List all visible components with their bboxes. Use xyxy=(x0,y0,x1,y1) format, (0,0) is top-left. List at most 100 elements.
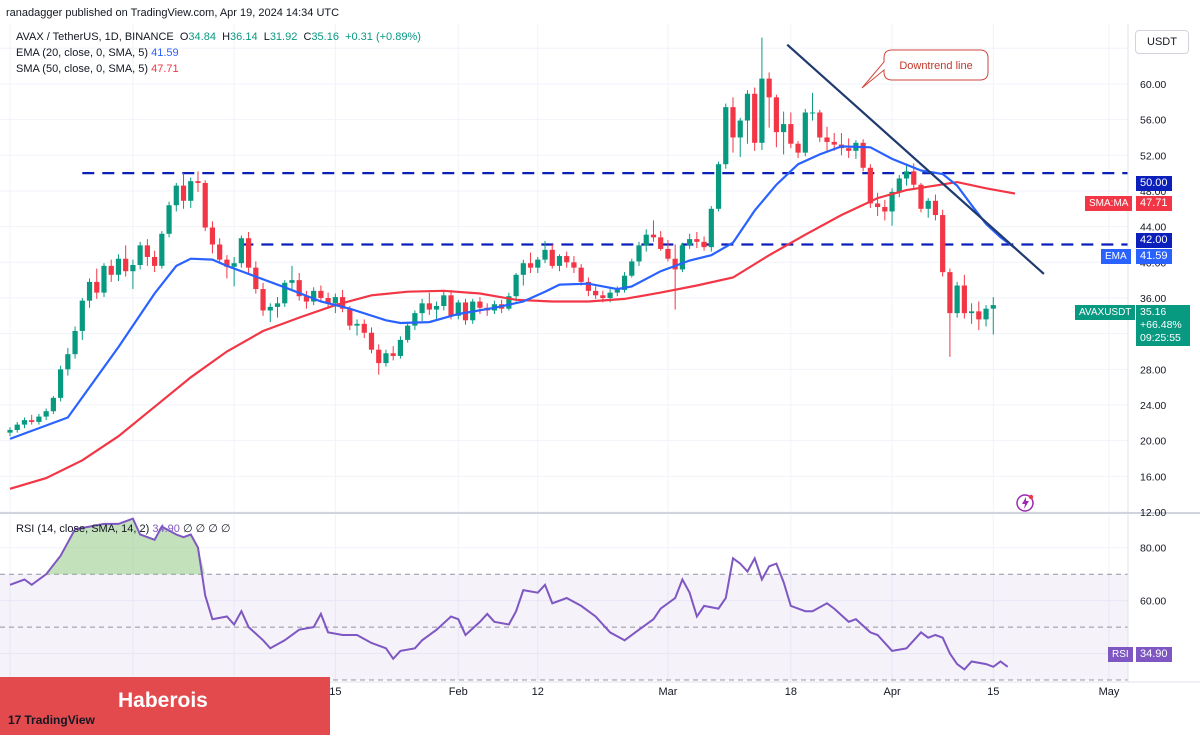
candle-body xyxy=(556,256,563,266)
candle-body xyxy=(209,227,216,245)
last-change: +66.48% xyxy=(1140,319,1182,331)
candle-body xyxy=(65,354,71,370)
rsi-band xyxy=(0,574,1128,680)
candle-body xyxy=(882,207,888,212)
downtrend-line[interactable] xyxy=(786,43,1045,275)
candle-body xyxy=(332,297,338,304)
rsi-legend[interactable]: RSI (14, close, SMA, 14, 2) 34.90 ∅ ∅ ∅ … xyxy=(16,522,230,535)
ema-legend-label: EMA (20, close, 0, SMA, 5) xyxy=(16,47,149,59)
candle-body xyxy=(245,238,252,268)
candle-body xyxy=(535,259,541,268)
candle-body xyxy=(889,191,895,212)
candle-body xyxy=(578,267,584,282)
time-tick-label: Feb xyxy=(449,686,468,698)
candle-body xyxy=(260,289,266,311)
candle-body xyxy=(549,249,555,266)
price-tick-label: 24.00 xyxy=(1140,400,1166,412)
candle-body xyxy=(79,300,85,331)
candle-body xyxy=(43,411,49,417)
time-tick-label: 15 xyxy=(329,686,341,698)
ema-tag: EMA xyxy=(1101,249,1131,264)
level-50-label: 50.00 xyxy=(1136,176,1172,191)
candle-body xyxy=(665,248,671,259)
price-tick-label: 12.00 xyxy=(1140,507,1166,519)
candle-body xyxy=(448,295,454,316)
candle-body xyxy=(585,281,591,291)
candle-body xyxy=(759,78,765,143)
rsi-value-label: 34.90 xyxy=(1136,647,1172,662)
candle-body xyxy=(846,148,852,151)
candle-body xyxy=(289,280,295,283)
candle-body xyxy=(455,302,461,316)
candle-body xyxy=(831,141,837,145)
time-tick-label: 18 xyxy=(785,686,797,698)
watermark-banner: Haberois xyxy=(0,677,330,735)
candle-body xyxy=(195,181,201,183)
candle-body xyxy=(629,261,635,276)
candle-body xyxy=(701,241,707,248)
candle-body xyxy=(188,181,194,201)
time-tick-label: May xyxy=(1099,686,1120,698)
candle-body xyxy=(426,303,432,310)
candle-body xyxy=(773,97,779,133)
candle-body xyxy=(202,182,208,228)
price-axis[interactable]: 12.0016.0020.0024.0028.0032.0036.0040.00… xyxy=(1140,43,1166,519)
ema-20-line xyxy=(9,145,1016,440)
price-change: +0.31 (+0.89%) xyxy=(345,31,421,43)
candle-body xyxy=(860,142,866,168)
time-tick-label: 12 xyxy=(532,686,544,698)
sma-legend[interactable]: SMA (50, close, 0, SMA, 5) 47.71 xyxy=(16,63,179,75)
candle-body xyxy=(600,295,606,298)
candle-body xyxy=(788,124,794,144)
alert-icon[interactable] xyxy=(1016,494,1034,512)
level-42-label: 42.00 xyxy=(1136,233,1172,248)
candle-body xyxy=(593,290,599,296)
candle-body xyxy=(809,112,816,114)
last-price: 35.16 xyxy=(1140,306,1167,318)
candle-body xyxy=(672,258,678,270)
candle-body xyxy=(679,245,685,270)
candle-body xyxy=(405,325,411,340)
candle-body xyxy=(36,416,42,422)
candle-body xyxy=(477,301,483,308)
rsi-legend-value: 34.90 xyxy=(152,523,180,535)
candle-body xyxy=(282,282,288,304)
candle-body xyxy=(520,263,526,275)
candle-body xyxy=(990,305,996,309)
candle-body xyxy=(14,424,20,430)
rsi-tick-label: 80.00 xyxy=(1140,543,1166,555)
candle-body xyxy=(527,263,534,268)
tradingview-logo[interactable]: 17 TradingView xyxy=(8,713,95,727)
candle-body xyxy=(947,272,953,314)
ema-value-label: 41.59 xyxy=(1136,249,1172,264)
candle-body xyxy=(506,296,512,309)
candlesticks[interactable] xyxy=(7,37,996,437)
candle-body xyxy=(708,208,714,248)
rsi-tick-label: 60.00 xyxy=(1140,596,1166,608)
candle-body xyxy=(274,303,281,307)
candle-body xyxy=(976,311,982,320)
candle-body xyxy=(817,112,823,138)
candle-body xyxy=(658,237,664,249)
candle-body xyxy=(318,290,324,298)
ema-legend[interactable]: EMA (20, close, 0, SMA, 5) 41.59 xyxy=(16,47,179,59)
candle-body xyxy=(903,171,910,179)
candle-body xyxy=(636,245,642,262)
symbol-title[interactable]: AVAX / TetherUS, 1D, BINANCE xyxy=(16,31,174,43)
candle-body xyxy=(954,285,960,314)
candle-body xyxy=(730,107,736,138)
candle-body xyxy=(419,303,425,314)
candle-body xyxy=(267,306,273,311)
countdown: 09:25:55 xyxy=(1140,332,1181,344)
candle-body xyxy=(607,292,613,298)
currency-button[interactable]: USDT xyxy=(1135,30,1189,54)
candle-body xyxy=(152,256,158,266)
candle-body xyxy=(166,205,172,234)
candle-body xyxy=(650,234,657,238)
candle-body xyxy=(968,311,975,314)
candle-body xyxy=(875,203,881,208)
candle-body xyxy=(238,238,244,264)
price-tick-label: 28.00 xyxy=(1140,364,1166,376)
